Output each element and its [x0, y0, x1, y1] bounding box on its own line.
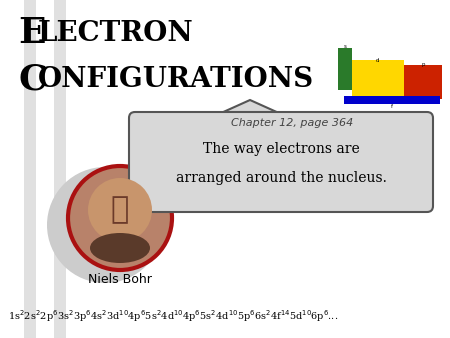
Bar	[338, 48, 352, 90]
Text: s: s	[343, 44, 346, 49]
Text: 👤: 👤	[111, 195, 129, 224]
Text: arranged around the nucleus.: arranged around the nucleus.	[176, 171, 387, 185]
Text: E: E	[18, 16, 45, 50]
Polygon shape	[210, 100, 290, 118]
Text: Chapter 12, page 364: Chapter 12, page 364	[231, 118, 354, 128]
FancyBboxPatch shape	[129, 112, 433, 212]
Text: d: d	[376, 58, 380, 63]
Bar	[404, 65, 442, 99]
Text: f: f	[391, 104, 393, 109]
Text: Niels Bohr: Niels Bohr	[88, 273, 152, 286]
Circle shape	[88, 178, 152, 242]
Text: LECTRON: LECTRON	[38, 20, 194, 47]
Text: The way electrons are: The way electrons are	[202, 142, 360, 156]
Text: ONFIGURATIONS: ONFIGURATIONS	[38, 66, 314, 93]
Polygon shape	[215, 120, 285, 128]
Ellipse shape	[90, 233, 150, 263]
Text: C: C	[18, 62, 47, 96]
Bar	[344, 96, 440, 104]
Text: 1s$^2$2s$^2$2p$^6$3s$^2$3p$^6$4s$^2$3d$^{10}$4p$^6$5s$^2$4d$^{10}$4p$^6$5s$^2$4d: 1s$^2$2s$^2$2p$^6$3s$^2$3p$^6$4s$^2$3d$^…	[8, 308, 338, 324]
Circle shape	[68, 166, 172, 270]
Bar	[24, 0, 36, 338]
Bar	[54, 0, 66, 338]
Circle shape	[47, 167, 163, 283]
Text: p: p	[421, 62, 425, 67]
Bar	[352, 60, 404, 98]
